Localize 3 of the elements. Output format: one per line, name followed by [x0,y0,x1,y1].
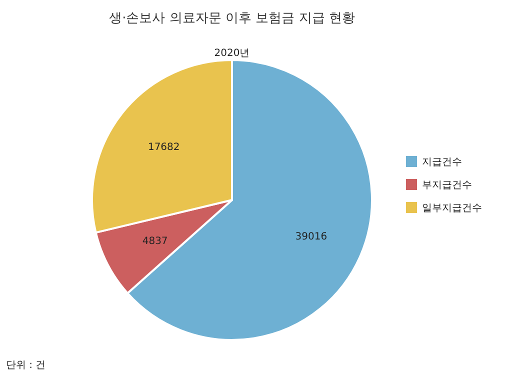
annotation: 단위 : 건 [6,360,46,371]
subtitle: 2020년 [214,48,250,59]
title: 생·손보사 의료자문 이후 보험금 지급 현황 [109,11,355,26]
